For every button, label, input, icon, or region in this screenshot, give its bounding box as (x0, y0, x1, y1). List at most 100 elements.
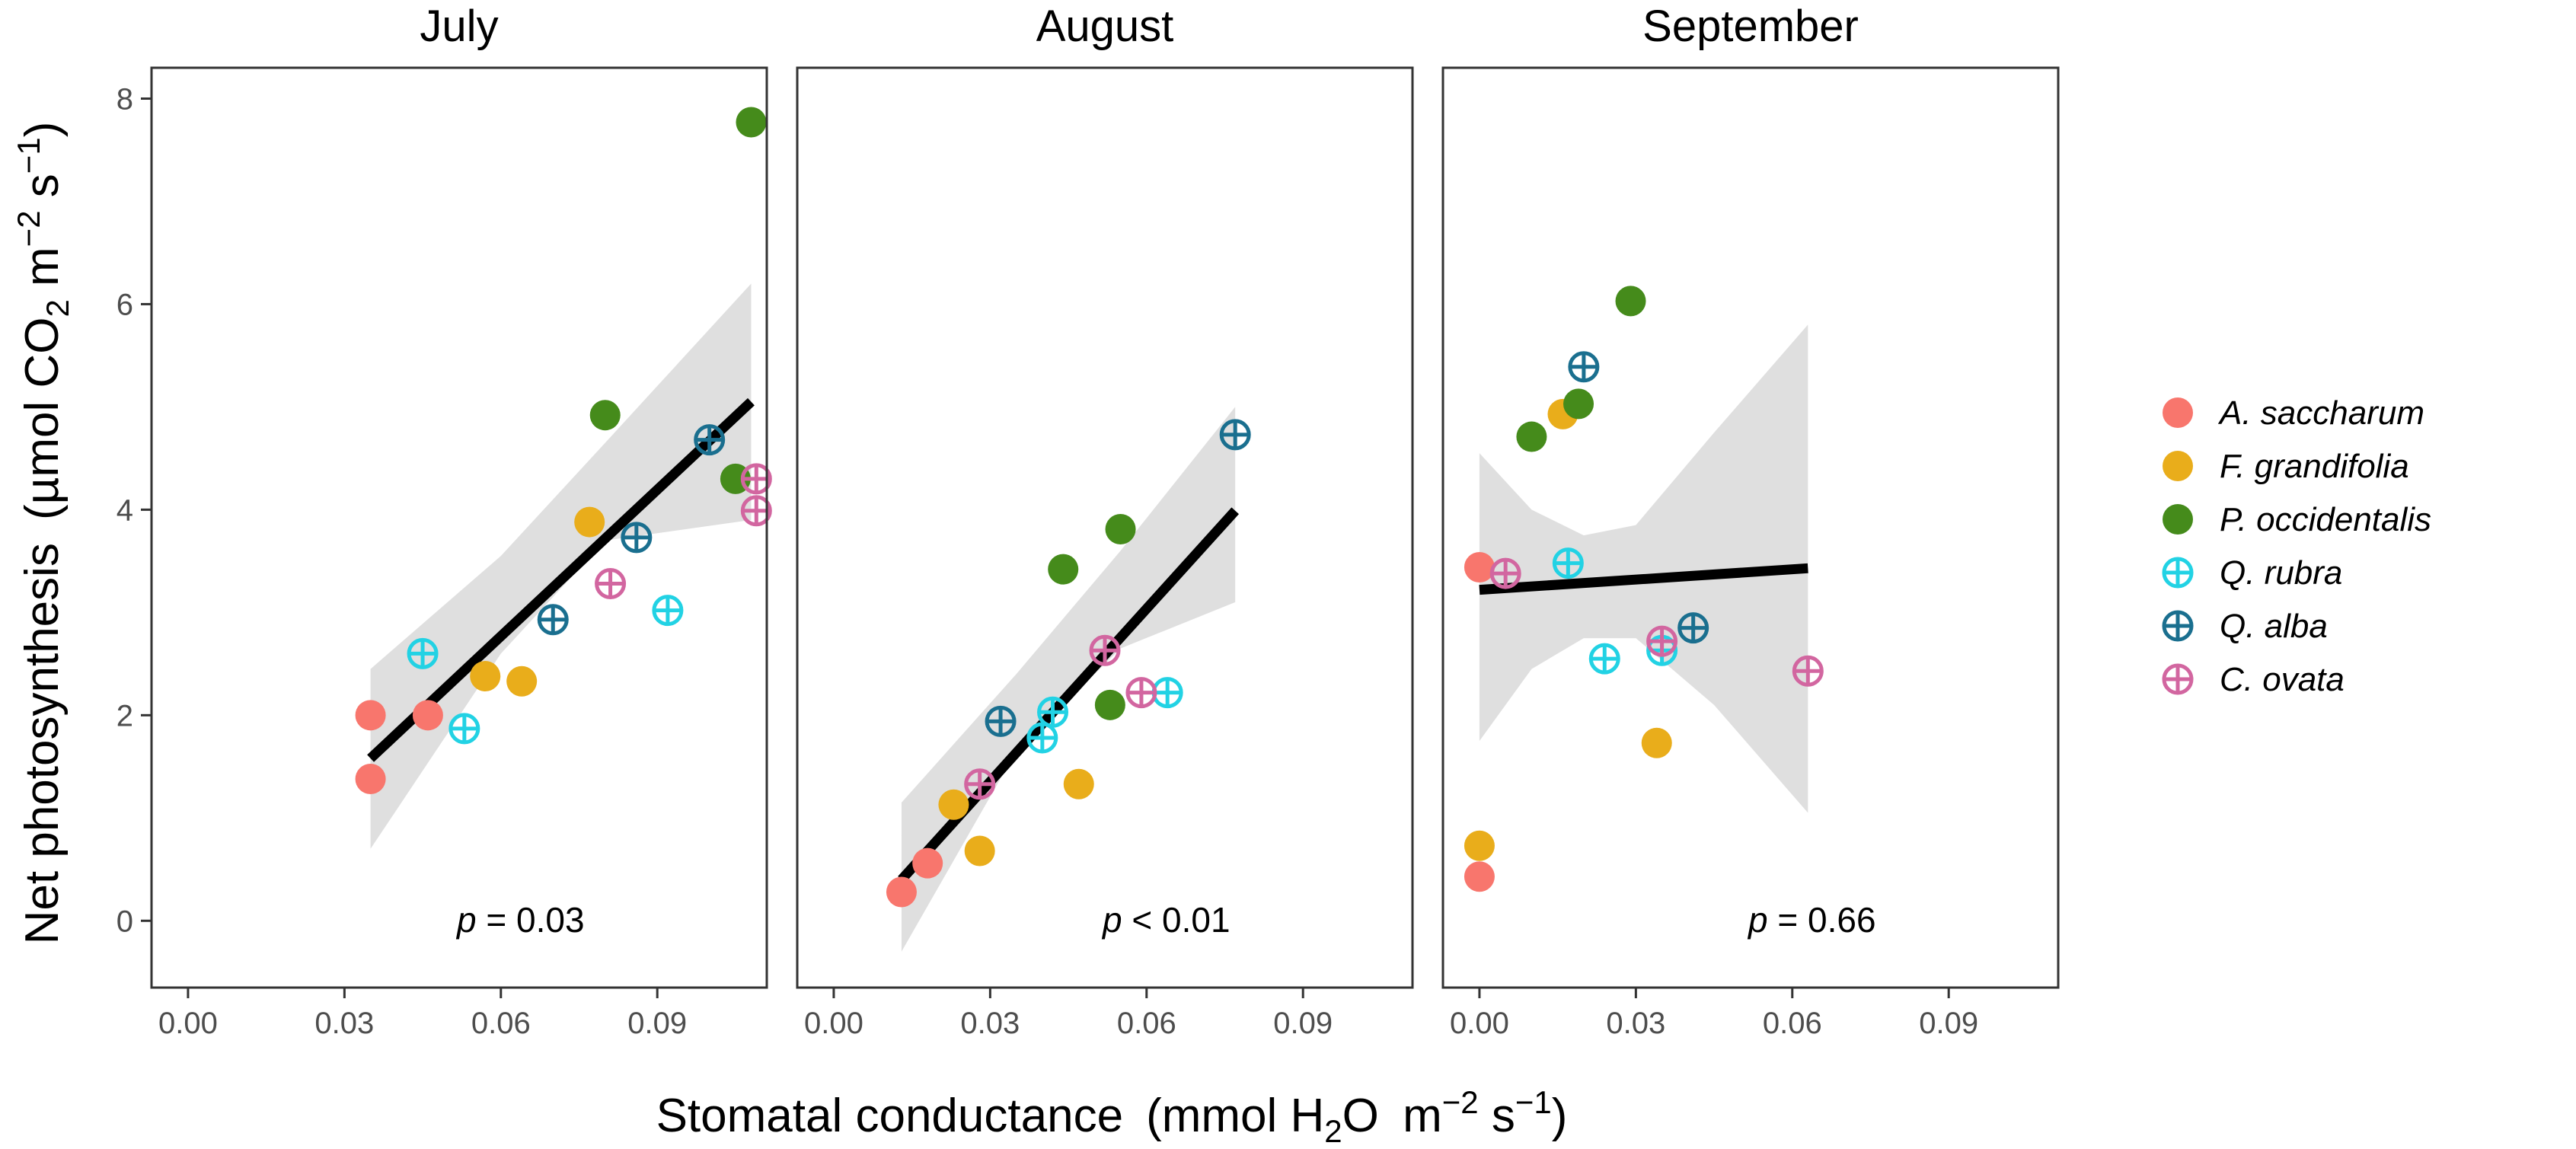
point-9 (407, 637, 439, 669)
point-6 (589, 400, 621, 431)
point-6 (1563, 388, 1594, 420)
point-14 (1646, 625, 1678, 657)
point-8 (1026, 722, 1058, 754)
legend-item: Q. rubra (2162, 554, 2342, 592)
x-axis-title-open: (mmol H (1146, 1090, 1324, 1142)
point-13 (964, 768, 996, 800)
point-0 (1464, 551, 1495, 582)
panel-title: September (1642, 2, 1859, 51)
y-tick-label: 2 (117, 699, 133, 732)
legend-item: A. saccharum (2163, 394, 2424, 432)
x-tick-label: 0.03 (1606, 1007, 1665, 1040)
x-axis-title-exp2: −1 (1515, 1084, 1552, 1120)
x-tick-label: 0.09 (627, 1007, 687, 1040)
y-axis-title-m: m (16, 247, 69, 299)
panel-september: September p = 0.66 0.00 0.03 0.06 0.09 (1441, 2, 2060, 1040)
confidence-band (901, 407, 1236, 952)
point-5 (1048, 554, 1079, 585)
point-5 (1516, 421, 1547, 452)
panel-august: August p < 0.01 0.00 0.03 0.06 0.09 (796, 2, 1414, 1040)
panel-title: August (1036, 2, 1174, 51)
point-2 (938, 789, 969, 820)
point-2 (412, 700, 443, 731)
x-axis-title: Stomatal conductance (mmol H2O m−2 s−1) (656, 1084, 1568, 1149)
point-10 (1151, 677, 1183, 709)
legend-marker (2162, 557, 2194, 589)
point-8 (1552, 547, 1584, 579)
legend-label: Q. rubra (2220, 554, 2342, 592)
panel-border (1441, 66, 2060, 989)
y-axis-title-exp2: −1 (11, 137, 46, 174)
y-tick-label: 6 (117, 288, 133, 321)
point-4 (1063, 768, 1094, 800)
point-14 (1089, 634, 1121, 666)
y-tick-label: 8 (117, 82, 133, 116)
point-12 (1677, 612, 1709, 644)
point-0 (886, 876, 917, 908)
point-16 (740, 463, 772, 495)
point-6 (1105, 514, 1136, 545)
point-4 (506, 665, 538, 697)
legend-marker (2163, 504, 2193, 535)
point-11 (1568, 351, 1600, 383)
x-axis-title-m: m (1390, 1090, 1442, 1142)
p-value-text: = 0.03 (477, 900, 585, 940)
p-value-symbol: p (455, 900, 477, 940)
confidence-band (1479, 324, 1808, 813)
point-7 (1094, 689, 1125, 720)
x-tick-label: 0.00 (804, 1007, 863, 1040)
x-tick-label: 0.00 (158, 1007, 218, 1040)
p-value-symbol: p (1747, 900, 1768, 940)
p-value-text: = 0.66 (1768, 900, 1876, 940)
legend-label: C. ovata (2220, 661, 2345, 698)
point-1 (1464, 861, 1495, 892)
legend-label: P. occidentalis (2220, 501, 2431, 538)
x-axis-title-main: Stomatal conductance (656, 1090, 1124, 1142)
legend-marker (2163, 451, 2193, 481)
panel-border (150, 66, 768, 989)
point-13 (1489, 557, 1521, 589)
legend-marker (2162, 610, 2194, 642)
point-15 (1125, 677, 1157, 709)
point-9 (1037, 696, 1069, 728)
x-tick-label: 0.06 (1763, 1007, 1822, 1040)
legend-label: Q. alba (2220, 608, 2328, 645)
legend-item: P. occidentalis (2163, 501, 2431, 538)
x-tick-label: 0.00 (1450, 1007, 1509, 1040)
point-3 (470, 661, 501, 692)
point-1 (355, 764, 386, 795)
point-14 (694, 424, 726, 456)
x-axis-title-exp1: −2 (1442, 1084, 1479, 1120)
legend-marker (2162, 663, 2194, 695)
legend-item: C. ovata (2162, 661, 2345, 698)
point-10 (448, 713, 480, 745)
legend-label: A. saccharum (2217, 394, 2424, 432)
point-12 (537, 604, 569, 636)
y-axis-title-s: s (16, 174, 69, 210)
point-3 (964, 835, 995, 867)
point-8 (736, 107, 767, 138)
point-15 (1792, 655, 1824, 687)
panel-border (796, 66, 1414, 989)
point-12 (1219, 419, 1251, 451)
point-11 (652, 595, 684, 627)
point-2 (1464, 830, 1495, 861)
confidence-band (370, 283, 752, 849)
x-axis-title-close: ) (1552, 1090, 1568, 1142)
regression-line (367, 397, 755, 762)
x-tick-label: 0.09 (1919, 1007, 1978, 1040)
legend: A. saccharum F. grandifolia P. occidentali… (2162, 394, 2431, 698)
point-5 (574, 506, 605, 538)
x-axis-title-o: O (1342, 1090, 1379, 1142)
y-axis-title-exp1: −2 (11, 210, 46, 247)
p-value-label: p = 0.66 (1747, 900, 1876, 940)
panel-july: July p = 0.03 0.00 0.03 0.06 0.09 0 2 4 6 8 (117, 2, 772, 1040)
point-13 (621, 522, 653, 554)
point-4 (1641, 727, 1672, 758)
legend-item: Q. alba (2162, 608, 2328, 645)
legend-item: F. grandifolia (2163, 448, 2409, 485)
x-tick-label: 0.06 (471, 1007, 531, 1040)
panel-title: July (420, 2, 498, 51)
y-axis-title-open: (µmol CO (16, 318, 69, 521)
